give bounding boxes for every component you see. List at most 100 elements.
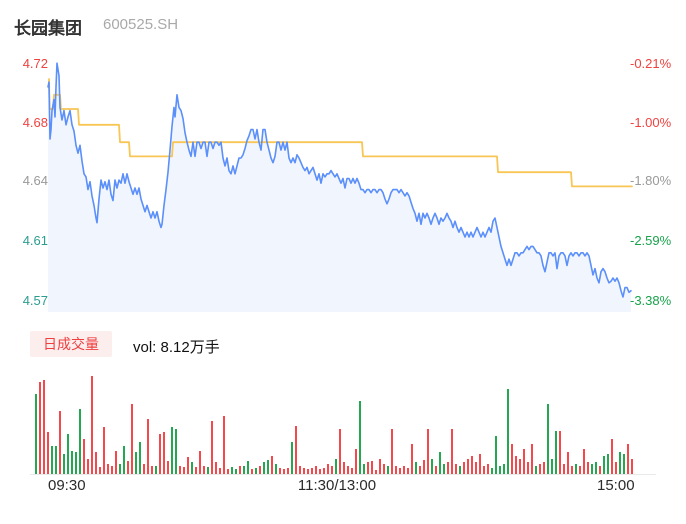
- volume-bar: [43, 380, 45, 474]
- volume-bar: [219, 468, 221, 474]
- volume-bar: [275, 464, 277, 474]
- volume-bar: [627, 444, 629, 474]
- volume-bar: [195, 467, 197, 474]
- volume-bar: [91, 376, 93, 474]
- volume-bar: [339, 429, 341, 474]
- volume-bar: [387, 466, 389, 474]
- volume-bar: [243, 466, 245, 474]
- y-axis-price-label-4: 4.57: [22, 293, 48, 308]
- volume-bar: [331, 466, 333, 474]
- volume-bar: [447, 462, 449, 474]
- volume-bar: [327, 464, 329, 474]
- x-tick-1500: 15:00: [597, 477, 635, 494]
- volume-bar: [531, 444, 533, 474]
- volume-bar: [239, 466, 241, 474]
- volume-bar: [315, 466, 317, 474]
- y-axis-price-label-0: 4.72: [22, 56, 48, 71]
- volume-bar: [295, 426, 297, 474]
- volume-bar: [391, 429, 393, 474]
- volume-bar: [35, 394, 37, 474]
- volume-bar: [583, 449, 585, 474]
- volume-bar: [47, 432, 49, 474]
- volume-bar: [175, 429, 177, 474]
- volume-badge: 日成交量: [30, 331, 112, 357]
- volume-bar: [167, 461, 169, 474]
- volume-bar: [107, 464, 109, 474]
- volume-bar: [523, 449, 525, 474]
- volume-bar: [291, 442, 293, 474]
- volume-bar: [579, 466, 581, 474]
- volume-bar: [375, 470, 377, 474]
- volume-bar: [183, 467, 185, 474]
- volume-bar: [511, 444, 513, 474]
- volume-bar: [139, 442, 141, 474]
- volume-bar: [159, 434, 161, 474]
- volume-bar: [363, 464, 365, 474]
- volume-bar: [355, 449, 357, 474]
- volume-bar: [607, 454, 609, 474]
- volume-bar: [191, 462, 193, 474]
- volume-bar: [575, 464, 577, 474]
- volume-bar: [127, 461, 129, 474]
- volume-bar: [519, 459, 521, 474]
- y-axis-pct-label-2: -1.80%: [630, 173, 672, 188]
- volume-bar: [539, 464, 541, 474]
- volume-bar: [67, 434, 69, 474]
- volume-bar: [223, 416, 225, 474]
- volume-bar: [383, 464, 385, 474]
- volume-bar: [499, 466, 501, 474]
- volume-bar: [347, 466, 349, 474]
- volume-bars: [35, 376, 633, 474]
- volume-bar: [39, 382, 41, 474]
- volume-bar: [143, 464, 145, 474]
- volume-bar: [79, 409, 81, 474]
- volume-bar: [87, 459, 89, 474]
- volume-bar: [415, 462, 417, 474]
- volume-bar: [235, 469, 237, 474]
- volume-bar: [179, 466, 181, 474]
- volume-bar: [83, 439, 85, 474]
- volume-bar: [111, 466, 113, 474]
- y-axis-pct-label-4: -3.38%: [630, 293, 672, 308]
- volume-bar: [491, 468, 493, 474]
- volume-bar: [399, 468, 401, 474]
- volume-bar: [407, 468, 409, 474]
- volume-bar: [587, 462, 589, 474]
- volume-bar: [103, 427, 105, 474]
- volume-bar: [591, 464, 593, 474]
- volume-bar: [55, 446, 57, 474]
- volume-bar: [403, 466, 405, 474]
- volume-bar: [559, 431, 561, 474]
- volume-bar: [571, 466, 573, 474]
- volume-bar: [371, 461, 373, 474]
- volume-bar: [187, 457, 189, 474]
- volume-bar: [543, 462, 545, 474]
- volume-bar: [487, 464, 489, 474]
- y-axis-pct-label-3: -2.59%: [630, 233, 672, 248]
- volume-bar: [411, 444, 413, 474]
- volume-bar: [335, 459, 337, 474]
- volume-bar: [307, 469, 309, 474]
- volume-bar: [479, 454, 481, 474]
- volume-bar: [495, 436, 497, 474]
- volume-bar: [471, 456, 473, 474]
- volume-bar: [123, 446, 125, 474]
- volume-bar: [535, 466, 537, 474]
- stock-code: 600525.SH: [103, 16, 179, 33]
- volume-bar: [267, 460, 269, 474]
- volume-bar: [503, 464, 505, 474]
- volume-bar: [323, 468, 325, 474]
- volume-bar: [619, 452, 621, 474]
- volume-bar: [299, 466, 301, 474]
- volume-bar: [51, 446, 53, 474]
- volume-bar: [147, 419, 149, 474]
- volume-bar: [395, 466, 397, 474]
- volume-value: vol: 8.12万手: [133, 339, 220, 356]
- volume-bar: [359, 401, 361, 474]
- y-axis-pct-label-1: -1.00%: [630, 115, 672, 130]
- volume-bar: [207, 467, 209, 474]
- volume-bar: [547, 404, 549, 474]
- volume-bar: [439, 452, 441, 474]
